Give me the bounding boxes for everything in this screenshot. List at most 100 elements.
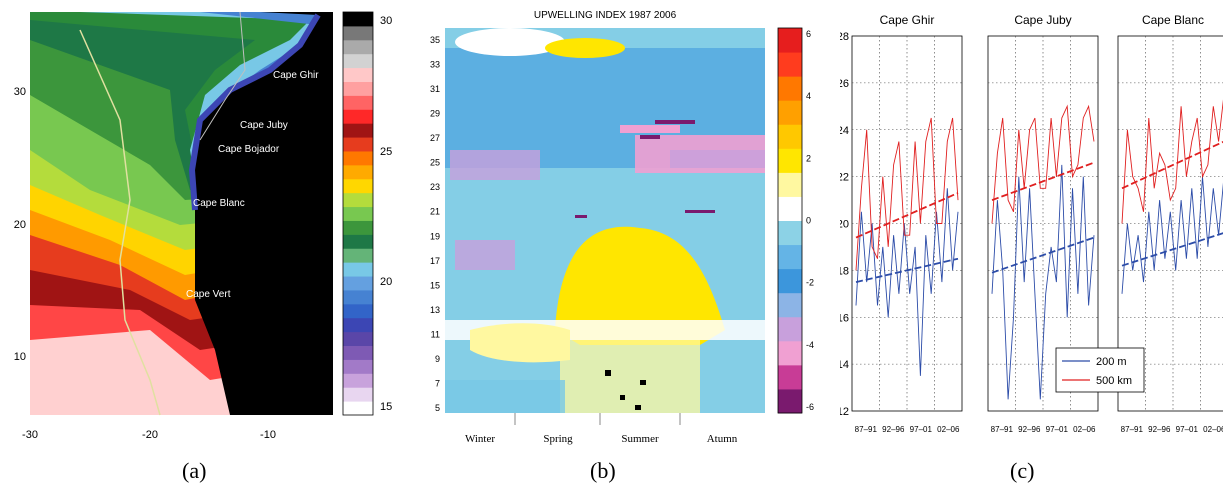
sst-colorbar-cell <box>343 178 373 194</box>
ts-x-tick: 87–91 <box>991 425 1014 434</box>
sst-colorbar-cell <box>343 387 373 402</box>
ts-y-tick: 26 <box>840 78 849 90</box>
ts-x-tick: 92–96 <box>882 425 905 434</box>
ts-trend-line <box>991 161 1095 201</box>
sst-y-tick: 10 <box>14 351 26 363</box>
sst-colorbar-cell <box>343 248 373 263</box>
upwelling-scale-ticks: 6 4 2 0 -2 -4 -6 <box>806 29 814 412</box>
sst-x-tick: -10 <box>260 429 276 441</box>
upwelling-y-tick: 7 <box>435 379 440 389</box>
sst-colorbar-cell <box>343 164 373 180</box>
legend-label-500km: 500 km <box>1096 375 1132 387</box>
sst-colorbar-cell <box>343 12 373 27</box>
sst-x-tick: -30 <box>22 429 38 441</box>
upwelling-y-tick: 29 <box>430 109 440 119</box>
ts-x-tick: 87–91 <box>855 425 878 434</box>
place-label-cape-vert: Cape Vert <box>186 289 231 300</box>
upwelling-colorbar-cell <box>778 388 802 414</box>
ts-series-line <box>855 117 959 271</box>
ts-series-line <box>991 104 1095 224</box>
upwelling-y-tick: 23 <box>430 182 440 192</box>
sst-colorbar-cell <box>343 373 373 388</box>
sst-x-ticks: -30 -20 -10 <box>22 429 276 441</box>
ts-x-tick: 97–01 <box>910 425 933 434</box>
upwelling-colorbar-cell <box>778 196 802 221</box>
upwelling-y-tick: 13 <box>430 305 440 315</box>
sst-x-tick: -20 <box>142 429 158 441</box>
upwelling-y-tick: 35 <box>430 35 440 45</box>
caption-a: (a) <box>182 458 207 483</box>
upwelling-y-tick: 9 <box>435 354 440 364</box>
upwelling-heatmap <box>445 28 765 413</box>
sst-map <box>30 11 333 416</box>
ts-plot-title: Cape Juby <box>1014 13 1071 27</box>
ts-y-tick: 28 <box>840 31 849 43</box>
upwelling-y-tick: 25 <box>430 158 440 168</box>
upwelling-y-tick: 19 <box>430 231 440 241</box>
upwelling-colorbar-cell <box>778 52 802 77</box>
sst-colorbar-cell <box>343 206 373 221</box>
sst-y-tick: 30 <box>14 86 26 98</box>
caption-c: (c) <box>1010 458 1035 483</box>
sst-scale-ticks: 30 25 20 15 <box>380 15 392 413</box>
upwelling-colorbar-cell <box>778 28 802 53</box>
upwelling-scale-tick: 4 <box>806 91 811 101</box>
upwelling-season-labels: Winter Spring Summer Atumn <box>465 413 738 445</box>
upwelling-colorbar-cell <box>778 364 802 390</box>
ts-series-line <box>855 188 959 376</box>
sst-colorbar-cell <box>343 234 373 249</box>
sst-colorbar-cell <box>343 137 373 152</box>
ts-trend-line <box>1121 232 1223 267</box>
upwelling-y-tick: 17 <box>430 256 440 266</box>
upwelling-scale-tick: -2 <box>806 278 814 288</box>
upwelling-panel: UPWELLING INDEX 1987 2006 35333129272523… <box>430 10 814 445</box>
upwelling-scale-tick: 6 <box>806 29 811 39</box>
sst-colorbar-cell <box>343 220 373 235</box>
ts-x-tick: 02–06 <box>1203 425 1223 434</box>
upwelling-colorbar-cell <box>778 316 802 342</box>
sst-colorbar-cell <box>343 401 373 416</box>
upwelling-colorbar-cell <box>778 220 802 246</box>
sst-colorbar-cell <box>343 39 373 55</box>
upwelling-scale-tick: -6 <box>806 402 814 412</box>
upwelling-colorbar-cell <box>778 292 802 318</box>
upwelling-colorbar <box>777 27 803 414</box>
sst-y-tick: 20 <box>14 219 26 231</box>
ts-y-tick: 18 <box>840 265 849 277</box>
season-label-spring: Spring <box>543 433 573 445</box>
ts-series-line <box>1121 99 1223 224</box>
ts-y-tick: 24 <box>840 125 849 137</box>
sst-colorbar-cell <box>343 359 373 374</box>
place-label-cape-blanc: Cape Blanc <box>193 198 245 209</box>
season-label-winter: Winter <box>465 433 495 445</box>
upwelling-y-tick: 11 <box>431 329 440 339</box>
ts-trend-line <box>991 236 1095 274</box>
sst-colorbar-cell <box>343 317 373 333</box>
ts-trend-line <box>1121 140 1223 190</box>
upwelling-y-ticks: 35 33 31 29 27 25 23 21 19 17 15 13 11 9 7 5 <box>430 35 440 413</box>
upwelling-y-tick: 31 <box>430 84 440 94</box>
ts-y-tick: 20 <box>840 219 849 231</box>
sst-colorbar-cell <box>343 262 373 277</box>
upwelling-y-tick: 15 <box>430 280 440 290</box>
ts-y-tick: 22 <box>840 172 849 184</box>
upwelling-y-tick: 21 <box>430 207 440 217</box>
sst-y-ticks: 30 20 10 <box>14 86 26 363</box>
ts-plot-title: Cape Blanc <box>1142 13 1204 27</box>
ts-x-tick: 87–91 <box>1121 425 1144 434</box>
ts-y-tick: 14 <box>840 359 849 371</box>
ts-x-tick: 92–96 <box>1018 425 1041 434</box>
ts-x-tick: 02–06 <box>937 425 960 434</box>
upwelling-colorbar-cell <box>778 100 802 125</box>
season-label-summer: Summer <box>621 433 659 445</box>
sst-colorbar <box>342 11 374 416</box>
ts-legend: 200 m 500 km <box>1055 347 1145 393</box>
legend-label-200m: 200 m <box>1096 356 1127 368</box>
upwelling-colorbar-cell <box>778 244 802 270</box>
upwelling-scale-tick: 2 <box>806 153 811 163</box>
sst-colorbar-cell <box>343 303 373 319</box>
ts-series-line <box>1121 176 1223 294</box>
sst-scale-tick: 15 <box>380 401 392 413</box>
upwelling-scale-tick: -4 <box>806 340 814 350</box>
ts-trend-line <box>855 257 959 283</box>
